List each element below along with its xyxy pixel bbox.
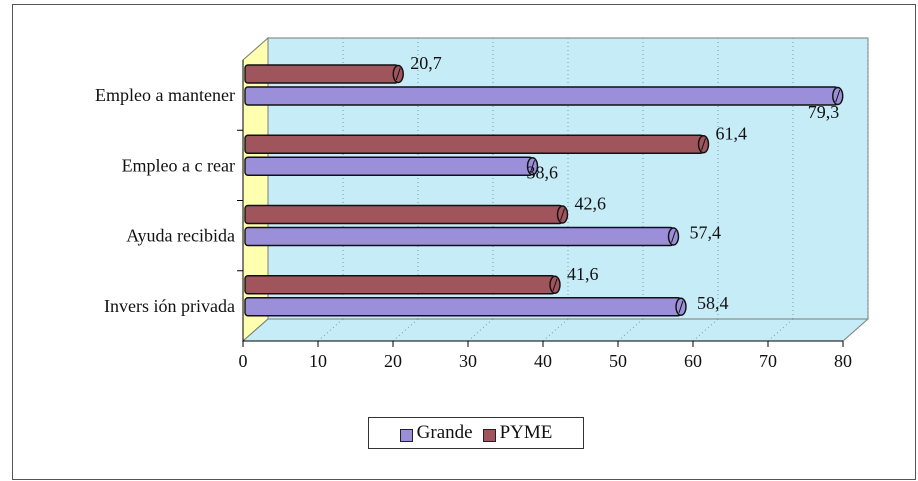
legend: Grande PYME xyxy=(368,417,584,449)
floor-gridline xyxy=(392,318,419,342)
data-label: 41,6 xyxy=(567,264,599,284)
bar-cap-mark xyxy=(671,230,676,243)
y-category-label: Empleo a mantener xyxy=(95,85,235,105)
floor-gridline xyxy=(842,318,869,342)
x-tick-label: 60 xyxy=(684,351,702,371)
floor-gridline xyxy=(317,318,344,342)
floor-gridline xyxy=(542,318,569,342)
bar-cap-mark xyxy=(835,89,841,103)
x-tick-label: 50 xyxy=(609,351,627,371)
data-label: 38,6 xyxy=(527,162,559,182)
bar xyxy=(244,275,556,295)
floor-gridline xyxy=(692,318,719,342)
data-label: 58,4 xyxy=(697,293,729,313)
bar-chart: 0 10 20 30 40 50 60 70 80 Empleo a mantener Empleo… xyxy=(95,36,870,371)
legend-label-grande: Grande xyxy=(416,422,473,443)
bar-cap-mark xyxy=(678,300,684,313)
floor-gridline xyxy=(467,318,494,342)
x-tick-label: 30 xyxy=(459,351,477,371)
data-label: 57,4 xyxy=(690,223,722,243)
bar-cap-mark xyxy=(530,160,535,173)
y-category-label: Empleo a c rear xyxy=(122,155,235,175)
floor-gridline xyxy=(767,318,794,342)
bar-cap-mark xyxy=(701,138,706,151)
legend-item-grande: Grande xyxy=(399,422,473,444)
legend-item-pyme: PYME xyxy=(482,422,553,444)
x-tick-label: 20 xyxy=(384,351,402,371)
bar xyxy=(244,64,399,84)
data-label: 61,4 xyxy=(716,123,748,143)
x-tick-label: 40 xyxy=(534,351,552,371)
bar xyxy=(244,204,564,225)
x-tick-label: 0 xyxy=(239,351,248,371)
bar xyxy=(244,226,675,247)
x-tick-label: 70 xyxy=(759,351,777,371)
bar xyxy=(244,156,534,176)
bar xyxy=(244,297,682,317)
bar xyxy=(244,134,705,154)
data-label: 20,7 xyxy=(410,53,442,73)
bar-cap-mark xyxy=(395,67,401,81)
y-category-label: Invers ión privada xyxy=(104,296,235,316)
legend-label-pyme: PYME xyxy=(499,422,553,443)
x-tick-label: 10 xyxy=(309,351,327,371)
data-label: 42,6 xyxy=(575,194,607,214)
bar-cap-mark xyxy=(552,278,558,291)
legend-swatch-grande xyxy=(399,429,413,442)
legend-swatch-pyme xyxy=(482,429,496,442)
y-category-label: Ayuda recibida xyxy=(126,226,235,246)
chart-frame: 0 10 20 30 40 50 60 70 80 Empleo a mantener Empleo… xyxy=(12,4,916,480)
data-label: 79,3 xyxy=(808,102,840,122)
bar xyxy=(244,86,839,106)
bar-cap-mark xyxy=(560,208,565,221)
x-tick-label: 80 xyxy=(834,351,852,371)
floor-gridline xyxy=(617,318,644,342)
